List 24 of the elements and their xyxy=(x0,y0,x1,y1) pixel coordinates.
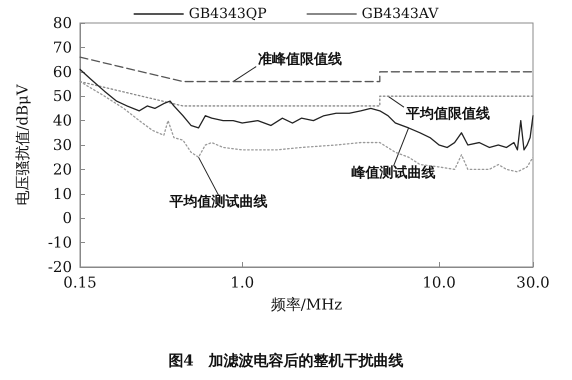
y-tick-label: 70 xyxy=(52,38,72,56)
annotation: 峰值测试曲线 xyxy=(352,164,436,181)
y-tick-label: 20 xyxy=(52,160,72,178)
y-axis-title: 电压骚扰值/dBμV xyxy=(14,83,32,206)
y-tick-label: 30 xyxy=(52,136,72,154)
x-tick-label: 0.15 xyxy=(63,274,97,292)
legend-label: GB4343AV xyxy=(362,6,440,22)
x-tick-label: 30.0 xyxy=(516,274,550,292)
annotation: 平均值测试曲线 xyxy=(168,194,268,210)
y-tick-label: 50 xyxy=(52,87,72,106)
x-tick-label: 1.0 xyxy=(230,274,254,292)
legend-label: GB4343QP xyxy=(188,6,267,22)
caption: 图4 加滤波电容后的整机干扰曲线 xyxy=(168,352,404,370)
x-axis-title: 频率/MHz xyxy=(270,296,342,314)
y-tick-label: -10 xyxy=(48,234,72,252)
annotation: 平均值限值线 xyxy=(404,106,490,122)
y-tick-label: -20 xyxy=(48,258,72,276)
y-tick-label: 80 xyxy=(52,14,72,32)
y-tick-label: 40 xyxy=(52,112,72,130)
annotation: 准峰值限值线 xyxy=(258,52,342,68)
y-tick-label: 0 xyxy=(62,209,72,228)
x-tick-label: 10.0 xyxy=(422,274,456,292)
y-tick-label: 60 xyxy=(52,62,72,81)
y-tick-label: 10 xyxy=(52,184,72,203)
